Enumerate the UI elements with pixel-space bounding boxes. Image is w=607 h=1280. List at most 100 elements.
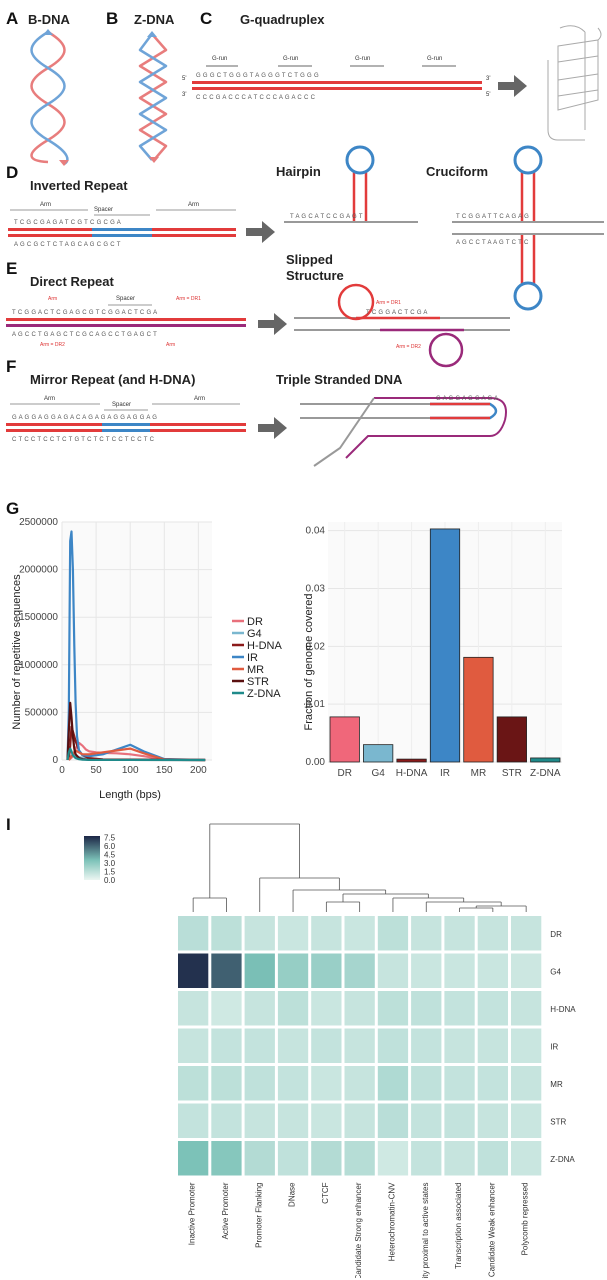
svg-text:5': 5' (182, 76, 186, 82)
cruciform-structure-icon: T C G G A T T C A G A G A G C C T A A G … (452, 145, 604, 311)
chart-h-ytick-label: 0.00 (306, 757, 326, 768)
chart-h-ytick-label: 0.03 (306, 584, 326, 595)
panel-f-letter: F (6, 357, 16, 376)
svg-text:Arm: Arm (40, 202, 51, 208)
chart-h-bar-str (496, 716, 527, 763)
panel-a-title: B-DNA (28, 12, 70, 27)
chart-g-ytick-label: 500000 (25, 707, 59, 718)
chart-h-genome-fraction: H 0.000.010.020.030.04 DRG4H-DNAIRMRSTRZ… (304, 522, 562, 779)
mr-seq-bot: C T C C T C C T C T G T C T C T C C T C … (12, 437, 155, 443)
svg-text:Arm = DR1: Arm = DR1 (176, 296, 201, 302)
heatmap-cell (211, 1103, 242, 1138)
heatmap-column-label: Active Promoter (221, 1182, 230, 1239)
svg-text:G-run: G-run (283, 56, 298, 62)
heatmap-legend-tick: 0.0 (104, 876, 116, 885)
chart-h-ytick-label: 0.04 (306, 526, 326, 537)
heatmap-cell (377, 916, 409, 951)
panel-d-letter: D (6, 163, 18, 182)
heatmap-cell (211, 953, 242, 988)
chart-h-xtick-label: G4 (371, 768, 385, 779)
heatmap-row-label: STR (550, 1117, 566, 1126)
heatmap-cell (511, 916, 542, 951)
heatmap-row-label: IR (550, 1042, 558, 1051)
ir-seq-bot: A G C G C T C T A G C A G C G C T (14, 242, 121, 248)
heatmap-cell (444, 916, 475, 951)
heatmap-column-label: Transcription associated (454, 1183, 463, 1269)
slipped-structure-icon: T C G G A C T C G A Arm = DR1 Arm = DR2 (294, 283, 510, 368)
heatmap-cell (344, 953, 375, 988)
svg-text:5': 5' (486, 92, 490, 98)
heatmap-cell (477, 1103, 508, 1138)
panel-e: E Direct Repeat Slipped Structure Arm Sp… (6, 252, 510, 368)
chart-g-legend-label: G4 (247, 628, 262, 640)
heatmap-cell (511, 1028, 542, 1063)
panel-b: B Z-DNA (106, 9, 175, 163)
dr-seq-bot: A G C C T G A G C T C G C A G C C T G A … (12, 332, 157, 338)
heatmap-row-label: MR (550, 1080, 563, 1089)
svg-text:Spacer: Spacer (94, 207, 113, 213)
panel-e-title: Direct Repeat (30, 274, 114, 289)
svg-text:Arm = DR2: Arm = DR2 (396, 344, 421, 350)
panel-c: C G-quadruplex G-run G-run G-run G-run 5… (182, 9, 602, 141)
svg-text:G A G G A G G A G A: G A G G A G G A G A (436, 396, 498, 402)
heatmap-cell (277, 1141, 309, 1176)
heatmap-cell (511, 953, 542, 988)
chart-h-ytick-label: 0.02 (306, 641, 326, 652)
heatmap-cell (411, 916, 442, 951)
svg-text:3': 3' (182, 92, 186, 98)
chart-g-ytick-label: 2500000 (19, 517, 58, 528)
svg-text:T C G G A C T C G A: T C G G A C T C G A (366, 310, 428, 316)
panel-c-letter: C (200, 9, 212, 28)
svg-text:T C G G A T T C A G A G: T C G G A T T C A G A G (456, 214, 529, 220)
chart-g-ylabel: Number of repetitive sequences (11, 574, 23, 730)
heatmap-cell (211, 991, 242, 1026)
heatmap-cell (444, 1028, 475, 1063)
panel-i-letter: I (6, 815, 11, 834)
heatmap-cell (344, 1066, 375, 1101)
heatmap-row-label: Z-DNA (550, 1155, 575, 1164)
heatmap-column-label: Low activity proximal to active states (421, 1183, 430, 1279)
chart-g-xtick-label: 0 (59, 765, 65, 776)
heatmap-legend-tick: 4.5 (104, 851, 116, 860)
chart-g-legend-label: H-DNA (247, 640, 282, 652)
chart-g-ytick-label: 0 (52, 755, 58, 766)
heatmap-column-label: Polycomb repressed (521, 1183, 530, 1256)
heatmap-cell (277, 1103, 309, 1138)
heatmap-cell (311, 991, 342, 1026)
heatmap-row-label: H-DNA (550, 1005, 576, 1014)
heatmap-cell (477, 916, 508, 951)
heatmap-cell (511, 1066, 542, 1101)
heatmap-legend-tick: 3.0 (104, 859, 116, 868)
panel-a-letter: A (6, 9, 18, 28)
chart-g-ytick-label: 2000000 (19, 565, 58, 576)
b-dna-helix-icon (30, 29, 69, 166)
heatmap-cell (311, 1066, 342, 1101)
heatmap-cell (377, 991, 409, 1026)
heatmap-column-label: Inactive Promoter (188, 1182, 197, 1245)
chart-g-ytick-label: 1000000 (19, 660, 58, 671)
chart-g-xtick-label: 150 (156, 765, 173, 776)
heatmap-column-dendrogram (192, 823, 527, 912)
dr-seq-top: T C G G A C T C G A G C G T C G G A C T … (12, 310, 157, 316)
svg-text:Arm: Arm (44, 396, 55, 402)
svg-text:Spacer: Spacer (116, 296, 135, 302)
svg-text:G-run: G-run (355, 56, 370, 62)
heatmap-column-label: Candidate Strong enhancer (354, 1182, 363, 1278)
heatmap-cell (511, 1103, 542, 1138)
heatmap-row-label: G4 (550, 967, 561, 976)
heatmap-cell (178, 916, 209, 951)
ir-seq-top: T C G C G A G A T C G T C G C G A (14, 220, 121, 226)
chart-g-series-z-dna (66, 747, 206, 762)
chart-h-bar-dr (329, 716, 360, 763)
panel-f: F Mirror Repeat (and H-DNA) Triple Stran… (6, 357, 507, 467)
heatmap-cell (178, 1028, 209, 1063)
heatmap-column-label: Promoter Flanking (254, 1183, 263, 1248)
heatmap-row-labels: DR G4 H-DNA IR MR STR Z-DNA (550, 930, 576, 1164)
triple-title: Triple Stranded DNA (276, 372, 403, 387)
heatmap-cell (377, 1141, 409, 1176)
svg-text:A G C C T A A G T C T C: A G C C T A A G T C T C (456, 240, 529, 246)
heatmap-cell (377, 1103, 409, 1138)
heatmap-cell (444, 991, 475, 1026)
dna-structures-schematic: A B-DNA B Z-DNA C G-quadruplex G-run G-r… (6, 9, 604, 467)
heatmap-cell (377, 953, 409, 988)
